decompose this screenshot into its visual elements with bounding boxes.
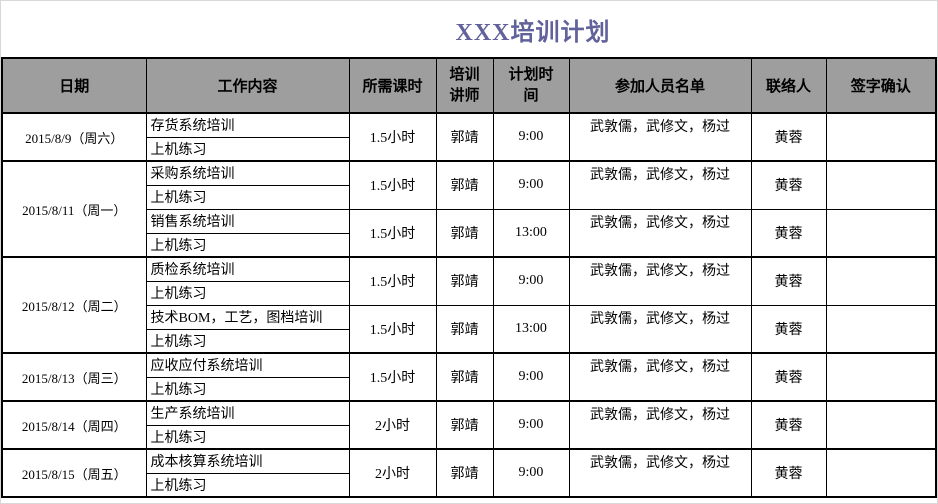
- hours-cell: 1.5小时: [348, 208, 437, 258]
- page-title: XXX培训计划: [455, 19, 611, 46]
- lecturer-cell: 郭靖: [435, 352, 494, 402]
- time-cell: 13:00: [492, 304, 570, 354]
- participants-cell: 武敦儒，武修文，杨过: [568, 352, 752, 402]
- training-cell: 存货系统培训: [145, 112, 350, 138]
- time-cell: 9:00: [492, 352, 570, 402]
- practice-cell: 上机练习: [145, 424, 350, 450]
- participants-cell: 武敦儒，武修文，杨过: [568, 448, 752, 498]
- date-cell: 2015/8/11（周一）: [1, 160, 147, 258]
- participants-cell: 武敦儒，武修文，杨过: [568, 160, 752, 210]
- hours-cell: 1.5小时: [348, 112, 437, 162]
- date-cell: 2015/8/15（周五）: [1, 448, 147, 498]
- participants-cell: 武敦儒，武修文，杨过: [568, 256, 752, 306]
- time-cell: 9:00: [492, 448, 570, 498]
- hours-cell: 2小时: [348, 400, 437, 450]
- col-header-planned-time: 计划时间: [492, 57, 570, 114]
- session-row: 2015/8/13（周三） 应收应付系统培训 1.5小时 郭靖 9:00 武敦儒，武修文，…: [1, 352, 937, 402]
- contact-cell: 黄蓉: [750, 400, 827, 450]
- hours-cell: 1.5小时: [348, 352, 437, 402]
- time-cell: 9:00: [492, 160, 570, 210]
- table-body: 2015/8/9（周六） 存货系统培训 1.5小时 郭靖 9:00 武敦儒，武修文，杨过黄…: [1, 112, 937, 498]
- practice-cell: 上机练习: [145, 328, 350, 354]
- contact-cell: 黄蓉: [750, 160, 827, 210]
- training-cell: 技术BOM，工艺，图档培训: [145, 304, 350, 330]
- lecturer-cell: 郭靖: [435, 448, 494, 498]
- contact-cell: 黄蓉: [750, 304, 827, 354]
- lecturer-cell: 郭靖: [435, 208, 494, 258]
- col-header-hours: 所需课时: [348, 57, 437, 114]
- practice-row: 上机练习: [2, 328, 936, 354]
- col-header-signature: 签字确认: [825, 57, 937, 114]
- practice-cell: 上机练习: [145, 136, 350, 162]
- lecturer-cell: 郭靖: [435, 400, 494, 450]
- session-row: 2015/8/14（周四） 生产系统培训 2小时 郭靖 9:00 武敦儒，武修文，杨过 黄蓉: [1, 400, 937, 450]
- hours-cell: 1.5小时: [348, 256, 437, 306]
- practice-cell: 上机练习: [145, 376, 350, 402]
- signature-cell: [825, 304, 937, 354]
- hours-cell: 2小时: [348, 448, 437, 498]
- signature-cell: [825, 448, 937, 498]
- signature-cell: [825, 208, 937, 258]
- training-cell: 销售系统培训: [145, 208, 350, 234]
- hours-cell: 1.5小时: [348, 304, 437, 354]
- practice-row: 上机练习: [2, 232, 936, 258]
- session-row: 销售系统培训 1.5小时 郭靖 13:00 武敦儒，武修文，杨过 黄蓉: [2, 208, 937, 258]
- practice-cell: 上机练习: [145, 232, 350, 258]
- date-cell: 2015/8/13（周三）: [1, 352, 147, 402]
- col-header-participants: 参加人员名单: [568, 57, 752, 114]
- title-bar: XXX培训计划: [1, 1, 937, 57]
- col-header-work-content: 工作内容: [145, 57, 350, 114]
- col-header-date: 日期: [1, 57, 147, 114]
- col-header-contact: 联络人: [750, 57, 827, 114]
- participants-cell: 武敦儒，武修文，杨过: [568, 304, 752, 354]
- date-cell: 2015/8/14（周四）: [1, 400, 147, 450]
- practice-cell: 上机练习: [145, 280, 350, 306]
- signature-cell: [825, 160, 937, 210]
- time-cell: 13:00: [492, 208, 570, 258]
- practice-row: 上机练习: [2, 184, 936, 210]
- practice-row: 上机练习: [2, 472, 936, 498]
- participants-cell: 武敦儒，武修文，杨过: [568, 112, 752, 162]
- practice-cell: 上机练习: [145, 472, 350, 498]
- training-cell: 采购系统培训: [145, 160, 350, 186]
- lecturer-cell: 郭靖: [435, 256, 494, 306]
- date-cell: 2015/8/9（周六）: [1, 112, 147, 162]
- session-row: 2015/8/12（周二） 质检系统培训 1.5小时 郭靖 9:00 武敦儒，武修文，杨过…: [1, 256, 937, 354]
- practice-row: 上机练习: [2, 376, 936, 402]
- session-row: 2015/8/11（周一） 采购系统培训 1.5小时 郭靖 9:00 武敦儒，武修文，杨过…: [1, 160, 937, 258]
- signature-cell: [825, 400, 937, 450]
- participants-cell: 武敦儒，武修文，杨过: [568, 400, 752, 450]
- practice-row: 上机练习: [2, 424, 936, 450]
- lecturer-cell: 郭靖: [435, 304, 494, 354]
- contact-cell: 黄蓉: [750, 208, 827, 258]
- hours-cell: 1.5小时: [348, 160, 437, 210]
- session-row: 技术BOM，工艺，图档培训 1.5小时 郭靖 13:00 武敦儒，武修文，杨过 黄蓉: [2, 304, 937, 354]
- participants-cell: 武敦儒，武修文，杨过: [568, 208, 752, 258]
- signature-cell: [825, 112, 937, 162]
- time-cell: 9:00: [492, 400, 570, 450]
- session-row: 2015/8/9（周六） 存货系统培训 1.5小时 郭靖 9:00 武敦儒，武修文，杨过黄…: [1, 112, 937, 162]
- training-plan-table: 日期 工作内容 所需课时 培训讲师 计划时间 参加人员名单 联络人 签字确认 2…: [1, 57, 937, 498]
- training-cell: 质检系统培训: [145, 256, 350, 282]
- training-cell: 生产系统培训: [145, 400, 350, 426]
- practice-cell: 上机练习: [145, 184, 350, 210]
- date-cell: 2015/8/12（周二）: [1, 256, 147, 354]
- contact-cell: 黄蓉: [750, 448, 827, 498]
- lecturer-cell: 郭靖: [435, 112, 494, 162]
- contact-cell: 黄蓉: [750, 256, 827, 306]
- session-row: 2015/8/15（周五） 成本核算系统培训 2小时 郭靖 9:00 武敦儒，武修文，杨过…: [1, 448, 937, 498]
- time-cell: 9:00: [492, 112, 570, 162]
- col-header-lecturer: 培训讲师: [435, 57, 494, 114]
- contact-cell: 黄蓉: [750, 112, 827, 162]
- lecturer-cell: 郭靖: [435, 160, 494, 210]
- signature-cell: [825, 256, 937, 306]
- contact-cell: 黄蓉: [750, 352, 827, 402]
- training-cell: 应收应付系统培训: [145, 352, 350, 378]
- practice-row: 上机练习: [2, 136, 936, 162]
- training-cell: 成本核算系统培训: [145, 448, 350, 474]
- time-cell: 9:00: [492, 256, 570, 306]
- header-row: 日期 工作内容 所需课时 培训讲师 计划时间 参加人员名单 联络人 签字确认: [1, 57, 937, 114]
- signature-cell: [825, 352, 937, 402]
